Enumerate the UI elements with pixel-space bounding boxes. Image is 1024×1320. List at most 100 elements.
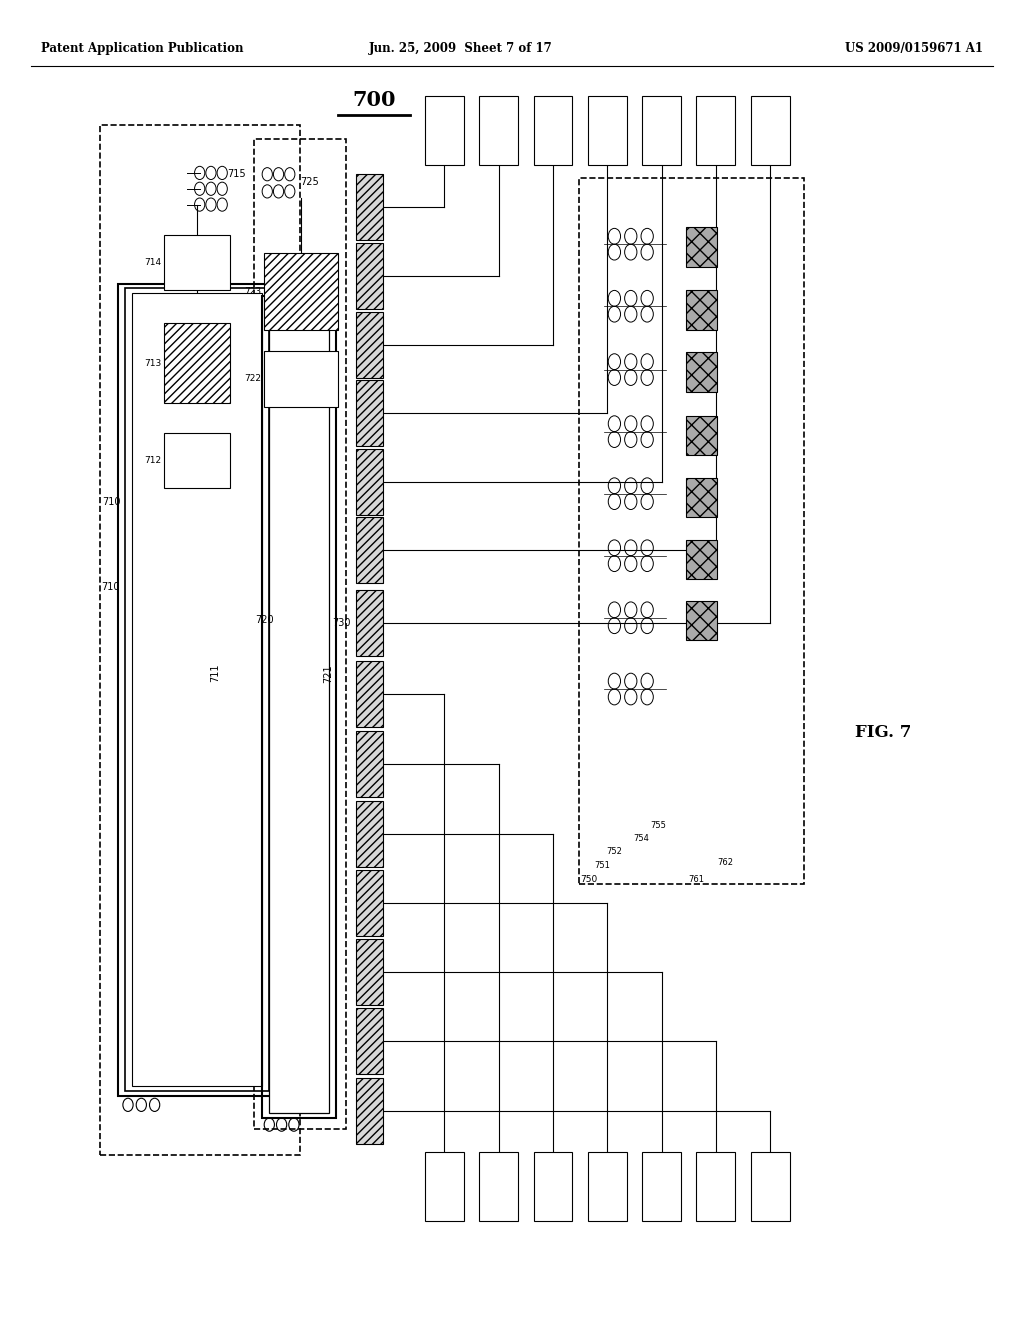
Text: HALF: HALF — [368, 686, 372, 702]
Text: 712: 712 — [144, 457, 162, 465]
Bar — [118, 284, 276, 1096]
Text: 752: 752 — [606, 847, 623, 857]
Text: Return: Return — [193, 249, 202, 276]
Bar — [164, 323, 230, 403]
Text: Return: Return — [767, 119, 773, 143]
Text: 762: 762 — [717, 858, 733, 867]
Text: Whole: Whole — [195, 352, 200, 374]
Text: HALF: HALF — [368, 543, 372, 558]
Bar — [356, 661, 383, 727]
Bar — [125, 289, 269, 1090]
Text: HALF: HALF — [368, 337, 372, 352]
Text: 751: 751 — [594, 861, 610, 870]
Bar — [356, 243, 383, 309]
Bar — [254, 139, 346, 1129]
Bar — [264, 351, 338, 407]
Text: HALF: HALF — [368, 405, 372, 421]
Text: Return: Return — [441, 119, 447, 143]
Text: 722: 722 — [244, 375, 261, 383]
Bar — [356, 939, 383, 1005]
Text: 754: 754 — [633, 834, 649, 843]
Text: Return: Return — [713, 119, 719, 143]
Text: HALF: HALF — [368, 268, 372, 284]
Bar — [356, 1078, 383, 1144]
Text: 710: 710 — [101, 582, 120, 593]
Text: 723: 723 — [244, 288, 261, 296]
Bar — [356, 801, 383, 867]
Bar — [262, 296, 336, 1118]
Text: HALF: HALF — [368, 895, 372, 911]
Bar — [686, 540, 717, 579]
Text: Jun. 25, 2009  Sheet 7 of 17: Jun. 25, 2009 Sheet 7 of 17 — [369, 42, 553, 55]
Text: 714: 714 — [144, 259, 162, 267]
Text: HALF: HALF — [368, 199, 372, 215]
Text: 750: 750 — [581, 875, 598, 884]
Text: 711: 711 — [210, 664, 220, 682]
Bar — [100, 125, 300, 1155]
Text: 700: 700 — [352, 90, 395, 111]
Text: Return: Return — [713, 1175, 719, 1199]
Bar — [642, 1152, 681, 1221]
Text: 761: 761 — [688, 875, 705, 884]
Text: Return: Return — [658, 1175, 665, 1199]
Text: Return: Return — [441, 1175, 447, 1199]
Bar — [686, 227, 717, 267]
Bar — [696, 96, 735, 165]
Text: Return: Return — [550, 1175, 556, 1199]
Bar — [686, 290, 717, 330]
Bar — [642, 96, 681, 165]
Text: Patent Application Publication: Patent Application Publication — [41, 42, 244, 55]
Bar — [588, 1152, 627, 1221]
Bar — [579, 178, 804, 884]
Bar — [425, 96, 464, 165]
Text: 710: 710 — [102, 496, 121, 507]
Bar — [425, 1152, 464, 1221]
Text: Return: Return — [604, 1175, 610, 1199]
Bar — [588, 96, 627, 165]
Text: HALF: HALF — [368, 826, 372, 842]
Bar — [686, 601, 717, 640]
Text: Return: Return — [658, 119, 665, 143]
Bar — [356, 870, 383, 936]
Text: HALF: HALF — [368, 1034, 372, 1049]
Bar — [356, 312, 383, 378]
Text: HALF: HALF — [368, 964, 372, 979]
Bar — [751, 1152, 790, 1221]
Text: HALF: HALF — [368, 756, 372, 772]
Text: WHOLE: WHOLE — [368, 612, 372, 634]
Text: Return: Return — [496, 119, 502, 143]
Text: 725: 725 — [300, 177, 318, 187]
Text: 755: 755 — [650, 821, 667, 830]
Text: 720: 720 — [255, 615, 273, 626]
Bar — [356, 517, 383, 583]
Text: 721: 721 — [324, 664, 334, 682]
Text: 730: 730 — [332, 618, 350, 628]
Bar — [479, 96, 518, 165]
Bar — [356, 1008, 383, 1074]
Bar — [686, 416, 717, 455]
Text: Return: Return — [767, 1175, 773, 1199]
Text: HALF: HALF — [368, 1104, 372, 1119]
Text: Return: Return — [297, 366, 305, 392]
Text: 715: 715 — [227, 169, 246, 180]
Bar — [356, 590, 383, 656]
Bar — [356, 380, 383, 446]
Text: Return: Return — [604, 119, 610, 143]
Bar — [534, 96, 572, 165]
Text: Return: Return — [550, 119, 556, 143]
Bar — [264, 253, 338, 330]
Bar — [696, 1152, 735, 1221]
Text: FIG. 7: FIG. 7 — [854, 725, 911, 741]
Bar — [686, 478, 717, 517]
Text: HALF: HALF — [368, 474, 372, 490]
Bar — [356, 449, 383, 515]
Bar — [356, 174, 383, 240]
Bar — [164, 235, 230, 290]
Bar — [534, 1152, 572, 1221]
Bar — [356, 731, 383, 797]
Text: Return: Return — [193, 447, 202, 474]
Text: US 2009/0159671 A1: US 2009/0159671 A1 — [845, 42, 983, 55]
Text: Half: Half — [298, 285, 304, 298]
Bar — [686, 352, 717, 392]
Bar — [132, 293, 262, 1086]
